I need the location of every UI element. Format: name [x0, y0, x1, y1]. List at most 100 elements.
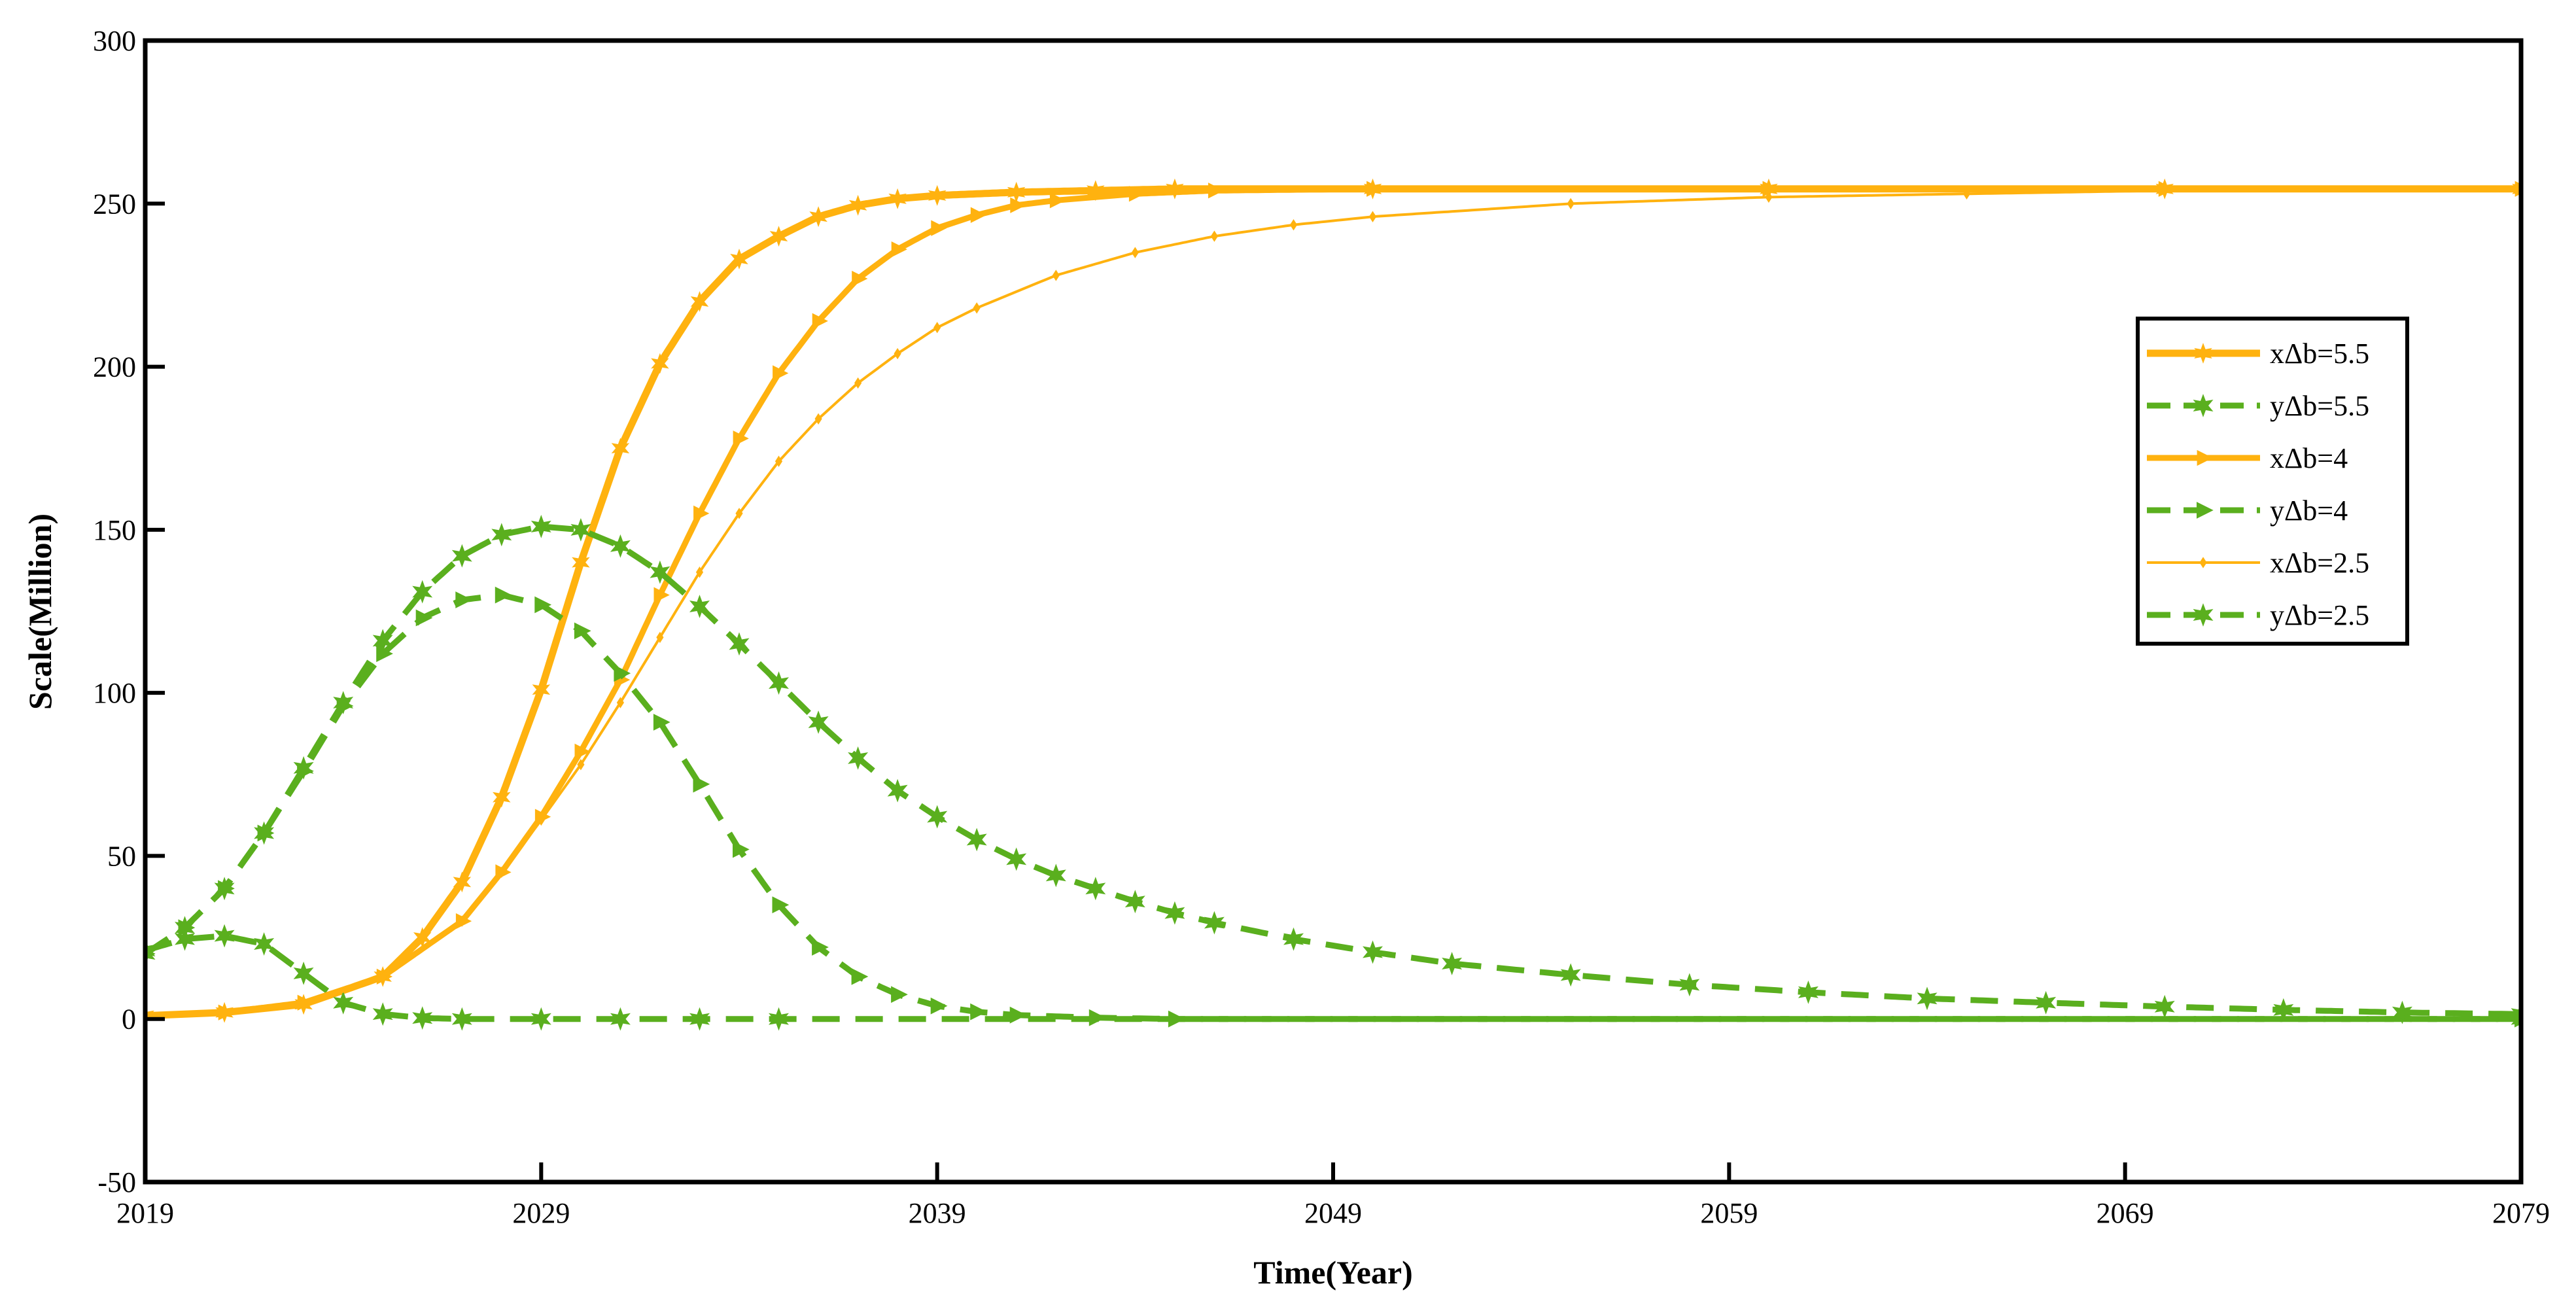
- data-point: [852, 270, 868, 287]
- data-point: [412, 1006, 433, 1030]
- data-point: [1210, 230, 1218, 242]
- data-point: [931, 220, 947, 236]
- legend-marker: [2194, 343, 2212, 364]
- data-point: [970, 1003, 987, 1020]
- legend-label: xΔb=2.5: [2270, 547, 2369, 579]
- y-tick-label: 300: [93, 25, 136, 57]
- data-point: [611, 438, 630, 459]
- data-point: [851, 968, 869, 985]
- data-point: [145, 942, 156, 966]
- y-axis-title: Scale(Million): [22, 514, 58, 710]
- x-tick-label: 2059: [1700, 1197, 1758, 1229]
- data-point: [730, 249, 748, 270]
- data-point: [1164, 901, 1185, 925]
- data-point: [614, 665, 631, 682]
- data-point: [1962, 188, 1971, 200]
- series-y-b-2p5: [145, 515, 2521, 1026]
- data-point: [572, 551, 590, 573]
- x-tick-label: 2019: [116, 1197, 174, 1229]
- data-point: [887, 778, 908, 803]
- y-tick-label: 250: [93, 188, 136, 220]
- data-point: [809, 206, 827, 228]
- x-tick-label: 2049: [1304, 1197, 1362, 1229]
- data-point: [769, 1007, 789, 1031]
- data-point: [848, 746, 869, 770]
- data-point: [2161, 184, 2168, 196]
- data-point: [493, 786, 511, 808]
- data-point: [808, 710, 829, 734]
- data-point: [966, 828, 987, 852]
- legend-label: xΔb=4: [2270, 442, 2348, 474]
- data-point: [814, 413, 822, 425]
- data-point: [933, 322, 941, 334]
- data-point: [453, 871, 472, 893]
- data-point: [1049, 192, 1066, 209]
- x-tick-label: 2029: [512, 1197, 570, 1229]
- data-point: [574, 743, 591, 760]
- data-point: [1131, 247, 1139, 258]
- data-point: [1366, 181, 1383, 197]
- data-point: [928, 184, 947, 206]
- data-point: [693, 775, 710, 793]
- data-point: [531, 1007, 551, 1031]
- data-point: [769, 226, 788, 247]
- y-tick-label: 200: [93, 351, 136, 383]
- data-point: [1679, 973, 1700, 997]
- data-point: [570, 518, 591, 542]
- legend-marker: [2193, 394, 2214, 417]
- data-point: [930, 997, 948, 1015]
- x-tick-label: 2039: [909, 1197, 966, 1229]
- legend-marker: [2197, 449, 2213, 466]
- data-point: [656, 631, 664, 644]
- data-point: [1560, 963, 1581, 987]
- data-point: [1128, 186, 1145, 202]
- data-point: [455, 591, 473, 608]
- data-point: [376, 645, 393, 663]
- data-point: [415, 609, 433, 627]
- data-point: [733, 841, 750, 858]
- data-point: [1052, 270, 1060, 281]
- series-x-b-2p5: [145, 183, 2521, 1022]
- data-point: [1009, 1006, 1027, 1024]
- legend-entry-y-b-2p5: yΔb=2.5: [2147, 599, 2369, 631]
- data-point: [537, 814, 545, 826]
- series-line-y-b-5p5: [145, 933, 2521, 1022]
- data-point: [735, 508, 743, 519]
- data-point: [812, 939, 829, 956]
- data-point: [333, 990, 354, 1015]
- data-point: [574, 622, 591, 640]
- data-point: [495, 586, 512, 604]
- legend-box: [2136, 317, 2409, 646]
- data-point: [653, 587, 670, 603]
- data-point: [1166, 178, 1184, 200]
- data-point: [220, 1007, 228, 1019]
- series-y-b-4: [145, 586, 2521, 1028]
- data-point: [1124, 890, 1145, 914]
- data-point: [973, 302, 981, 314]
- legend-marker: [2199, 557, 2207, 568]
- data-point: [1204, 911, 1225, 935]
- x-axis-title: Time(Year): [1253, 1254, 1412, 1291]
- data-point: [254, 821, 275, 845]
- data-point: [927, 805, 948, 829]
- data-point: [891, 241, 907, 258]
- data-point: [773, 365, 789, 381]
- data-point: [888, 188, 907, 209]
- data-point: [254, 932, 275, 956]
- data-point: [333, 691, 354, 714]
- data-point: [894, 347, 901, 360]
- legend-label: yΔb=5.5: [2270, 390, 2369, 422]
- data-point: [491, 523, 512, 547]
- data-point: [534, 596, 552, 614]
- data-point: [372, 1002, 393, 1026]
- x-tick-label: 2079: [2492, 1197, 2550, 1229]
- data-point: [498, 866, 506, 879]
- data-point: [891, 986, 908, 1003]
- data-point: [531, 515, 551, 538]
- data-point: [1368, 211, 1377, 222]
- legend: xΔb=5.5 yΔb=5.5 xΔb=4 yΔb=4 xΔb=2.5 yΔb=2.5: [2136, 317, 2409, 646]
- data-point: [293, 756, 314, 780]
- x-tick-label: 2069: [2097, 1197, 2154, 1229]
- data-point: [1917, 986, 1938, 1011]
